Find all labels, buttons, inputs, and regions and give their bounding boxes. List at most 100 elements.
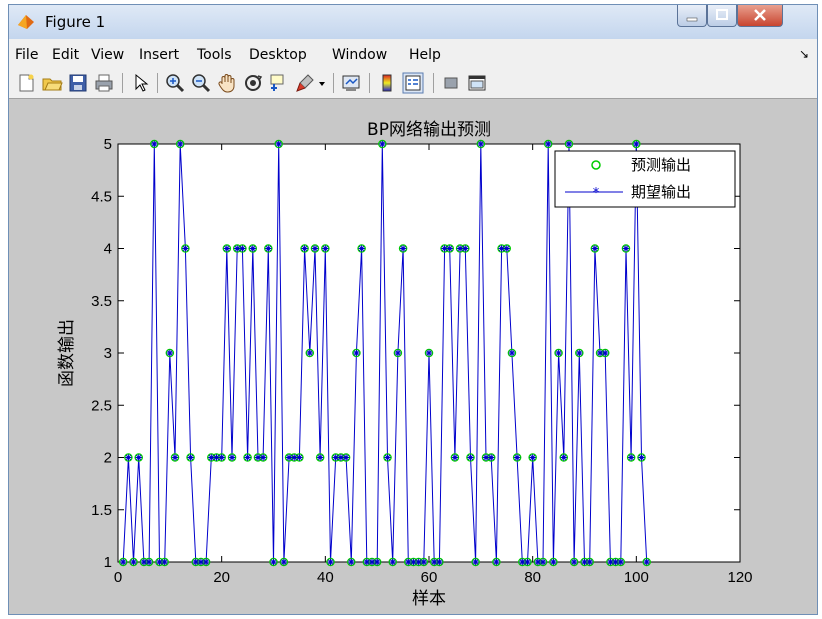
expected-point [140,558,148,566]
expected-series-polyline [122,143,648,563]
predicted-point [512,453,522,462]
menu-help[interactable]: Help [409,47,441,63]
y-tick-label: 2 [104,450,112,467]
expected-point [151,140,158,148]
pan-hand-icon[interactable] [216,72,238,94]
expected-point [348,558,355,566]
menu-view[interactable]: View [91,47,125,63]
expected-point [368,558,376,566]
expected-point [591,245,599,252]
predicted-point [300,244,309,253]
legend-entry-expected: 期望输出 [631,183,691,201]
toolbar-separator [122,73,123,93]
predicted-point [383,453,392,462]
plot-area: 0 20 40 60 80 100 120 1 1.5 2 2.5 3 3.5 4 4.5 5 BP网络输出预… [57,120,753,609]
predicted-point [269,557,278,567]
expected-point [228,454,236,461]
expected-point [560,454,567,461]
open-file-icon[interactable] [41,72,63,94]
zoom-in-icon[interactable] [164,72,186,94]
predicted-point [637,453,646,462]
menu-window[interactable]: Window [332,47,388,63]
print-icon[interactable] [93,72,115,94]
predicted-point [590,244,600,253]
expected-point [202,558,210,566]
predicted-point [476,139,486,149]
expected-point [456,245,464,252]
edit-plot-arrow-icon[interactable] [129,72,151,94]
y-tick-label: 4.5 [91,188,112,205]
predicted-point [274,139,283,149]
new-figure-icon[interactable] [15,72,37,94]
expected-point [239,245,246,252]
expected-series-markers [119,140,650,566]
menu-edit[interactable]: Edit [52,47,80,63]
title-bar[interactable]: Figure 1 [9,5,817,39]
maximize-button[interactable] [707,5,737,27]
menu-desktop[interactable]: Desktop [249,47,307,63]
expected-point [539,558,547,566]
hide-plot-tools-icon[interactable] [440,72,462,94]
expected-point [145,558,153,566]
show-plot-tools-icon[interactable] [466,72,488,94]
expected-point [462,245,469,252]
zoom-out-icon[interactable] [190,72,212,94]
expected-point [467,454,474,461]
menu-file[interactable]: File [15,47,39,63]
expected-point [254,454,262,461]
expected-point [488,454,495,461]
expected-point [638,454,645,461]
predicted-point [264,244,273,253]
menu-bar: File Edit View Insert Tools Desktop Wind… [9,39,817,69]
y-tick-label: 3.5 [91,293,112,310]
legend[interactable]: * 预测输出 期望输出 [554,150,736,208]
expected-point [524,558,531,566]
insert-colorbar-icon[interactable] [376,72,398,94]
toolbar-separator [433,73,434,93]
save-icon[interactable] [67,72,89,94]
expected-point [596,349,604,357]
y-tick-label: 1 [104,554,112,571]
legend-box [554,150,736,208]
expected-point [498,245,505,252]
expected-point [316,454,324,461]
minimize-button[interactable] [677,5,707,27]
expected-point [441,245,448,252]
y-tick-label: 4 [104,241,112,258]
rotate-3d-icon[interactable] [242,72,264,94]
expected-point [197,558,205,566]
expected-point [617,558,624,566]
expected-point [394,349,402,357]
expected-point [399,245,407,252]
predicted-point [321,244,330,253]
expected-point [529,454,536,461]
predicted-point [150,139,159,149]
predicted-point [315,453,325,462]
predicted-point [564,139,574,149]
brush-icon[interactable] [294,72,316,94]
link-plot-icon[interactable] [340,72,362,94]
predicted-point [124,453,133,462]
predicted-point [471,557,480,567]
x-tick-label: 80 [524,569,541,586]
predicted-point [118,557,128,567]
toolbar-separator [369,73,370,93]
expected-point [296,454,303,461]
expected-point [493,558,500,566]
expected-point [425,349,433,357]
minimize-icon [686,17,698,22]
predicted-point [466,453,475,462]
menu-insert[interactable]: Insert [139,47,180,63]
brush-dropdown-icon[interactable] [316,72,328,94]
close-button[interactable] [737,5,783,27]
expected-point [177,140,184,148]
expected-point [265,245,272,252]
toolbar-separator [333,73,334,93]
menu-tools[interactable]: Tools [197,47,232,63]
insert-legend-icon[interactable] [402,72,424,94]
legend-circle-marker-icon [591,160,601,170]
predicted-point [357,244,366,253]
data-cursor-icon[interactable] [268,72,290,94]
menubar-overflow-icon[interactable]: ↘ [799,47,810,61]
expected-point [446,245,453,252]
